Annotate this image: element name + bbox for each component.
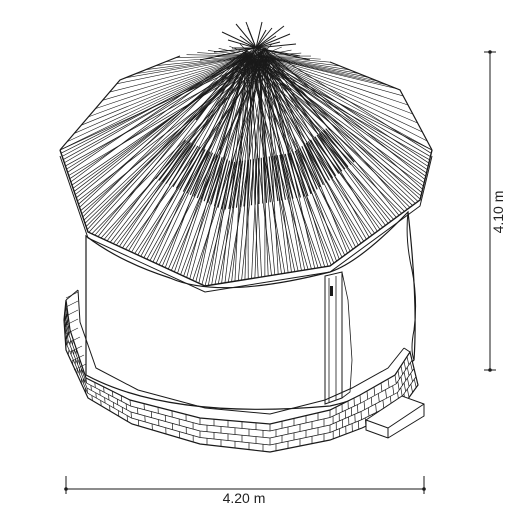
height-dimension-label: 4.10 m — [490, 191, 506, 234]
width-dimension-label: 4.20 m — [223, 490, 266, 506]
